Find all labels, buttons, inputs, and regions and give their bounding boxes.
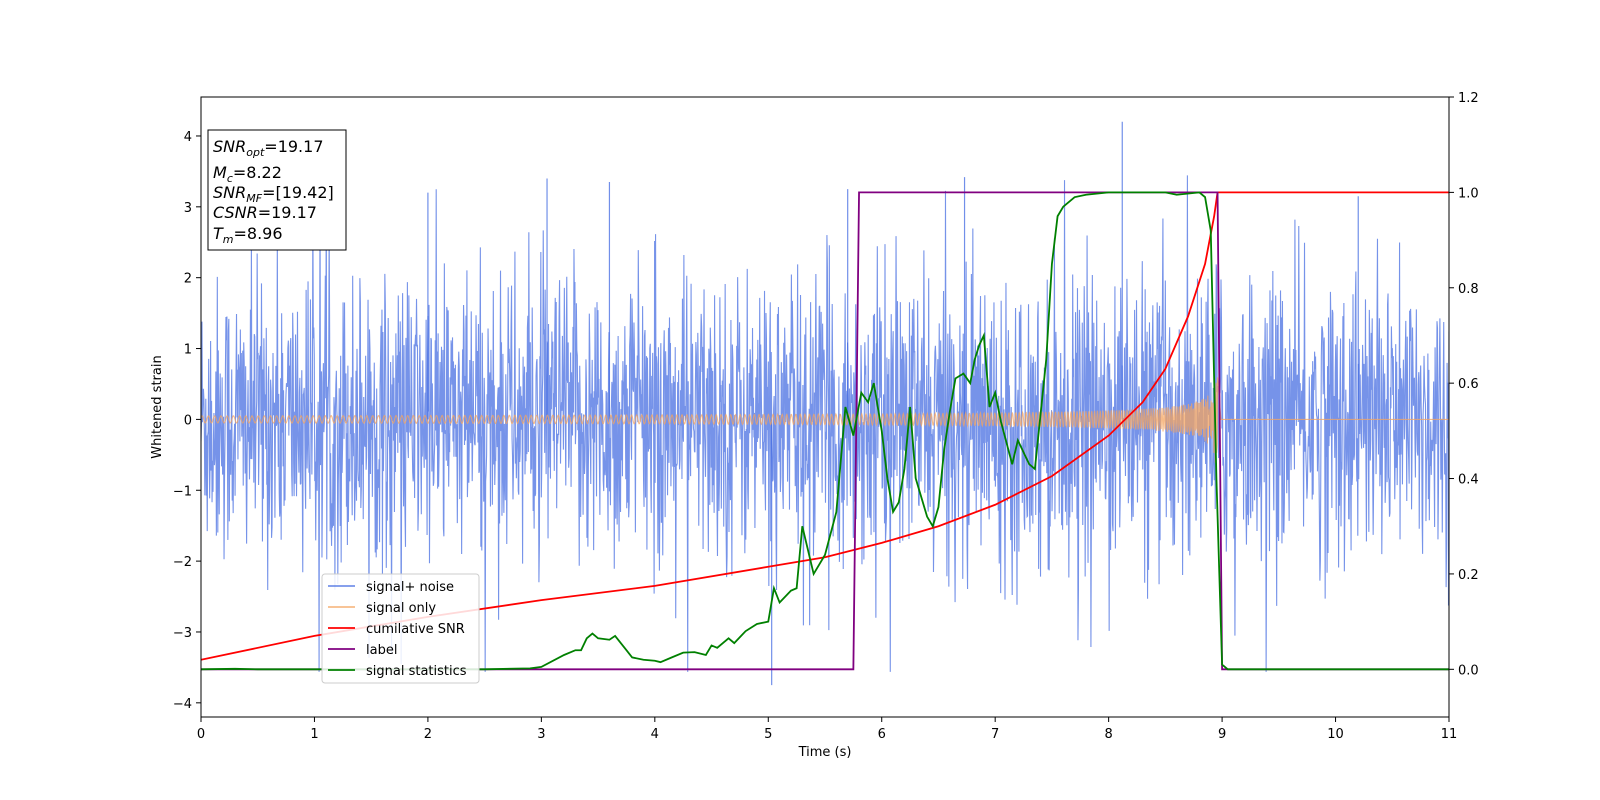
x-tick-label: 3: [537, 727, 545, 742]
x-tick-label: 7: [991, 727, 999, 742]
y-left-tick-label: 0: [184, 413, 192, 428]
x-tick-label: 4: [651, 727, 659, 742]
y-left-tick-label: 4: [184, 130, 192, 145]
series-cumilative-snr: [201, 191, 1449, 661]
y-right-tick-label: 0.6: [1458, 377, 1479, 392]
y-left-tick-label: 3: [184, 201, 192, 216]
legend-frame: [321, 573, 480, 684]
legend-entry: signal+ noise: [366, 580, 454, 595]
x-tick-label: 11: [1441, 727, 1458, 742]
y-right-tick-label: 0.0: [1458, 663, 1479, 678]
annotation-line: Tm=8.96: [213, 224, 283, 246]
x-tick-label: 1: [310, 727, 318, 742]
ticks-layer: 0 1 2 3 4 5 6 7 8 9 10 1143210−1−2−3−41.21.00.80.60…: [173, 91, 1479, 742]
y-left-tick-label: 1: [184, 343, 192, 358]
plot-frame: [200, 96, 1450, 718]
y-left-tick-label: −2: [173, 555, 192, 570]
x-tick-label: 0: [197, 727, 205, 742]
annotation-line: Mc=8.22: [213, 163, 282, 185]
y-left-tick-label: 2: [184, 272, 192, 287]
x-tick-label: 8: [1104, 727, 1112, 742]
series-layer: [201, 121, 1449, 686]
y-left-tick-label: −3: [173, 626, 192, 641]
annotation-line: CSNR=19.17: [213, 203, 317, 222]
annotation-line: SNRopt=19.17: [213, 137, 324, 159]
y-left-tick-label: −4: [173, 697, 192, 712]
x-tick-label: 9: [1218, 727, 1226, 742]
series-signal-statistics: [201, 191, 1449, 671]
y-right-tick-label: 0.8: [1458, 282, 1479, 297]
annotation-frame: [207, 129, 347, 251]
series-signal-only: [201, 377, 1449, 463]
y-left-tick-label: −1: [173, 484, 192, 499]
y-axis-label: Whitened strain: [150, 355, 165, 458]
legend-entry: signal statistics: [366, 664, 467, 679]
x-tick-label: 6: [878, 727, 886, 742]
x-tick-label: 5: [764, 727, 772, 742]
x-axis-label: Time (s): [798, 745, 852, 760]
x-tick-label: 10: [1327, 727, 1344, 742]
legend-entry: label: [366, 643, 397, 658]
y-right-tick-label: 1.0: [1458, 186, 1479, 201]
annotation-line: SNRMF=[19.42]: [213, 183, 334, 205]
annotation-box: SNRopt=19.17 Mc=8.22SNRMF=[19.42]CSNR=19.…: [207, 129, 347, 251]
legend-entry: signal only: [366, 601, 436, 616]
y-right-tick-label: 0.4: [1458, 473, 1479, 488]
legend-entry: cumilative SNR: [366, 622, 465, 637]
x-tick-label: 2: [424, 727, 432, 742]
y-right-tick-label: 0.2: [1458, 568, 1479, 583]
series-signal-noise: [201, 175, 1449, 672]
legend: signal+ noise signal only cumilative SNR la…: [321, 573, 480, 684]
y-right-tick-label: 1.2: [1458, 91, 1479, 106]
